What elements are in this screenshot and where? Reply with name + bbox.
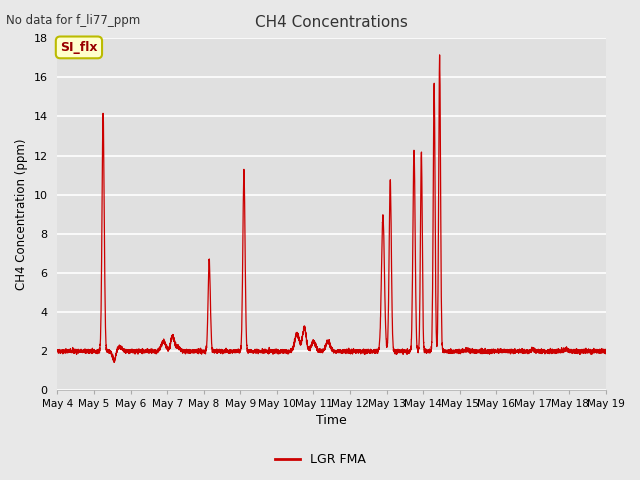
Y-axis label: CH4 Concentration (ppm): CH4 Concentration (ppm) bbox=[15, 139, 28, 290]
Text: No data for f_li77_ppm: No data for f_li77_ppm bbox=[6, 14, 141, 27]
X-axis label: Time: Time bbox=[316, 414, 347, 427]
Legend: LGR FMA: LGR FMA bbox=[269, 448, 371, 471]
Text: SI_flx: SI_flx bbox=[60, 41, 98, 54]
Title: CH4 Concentrations: CH4 Concentrations bbox=[255, 15, 408, 30]
